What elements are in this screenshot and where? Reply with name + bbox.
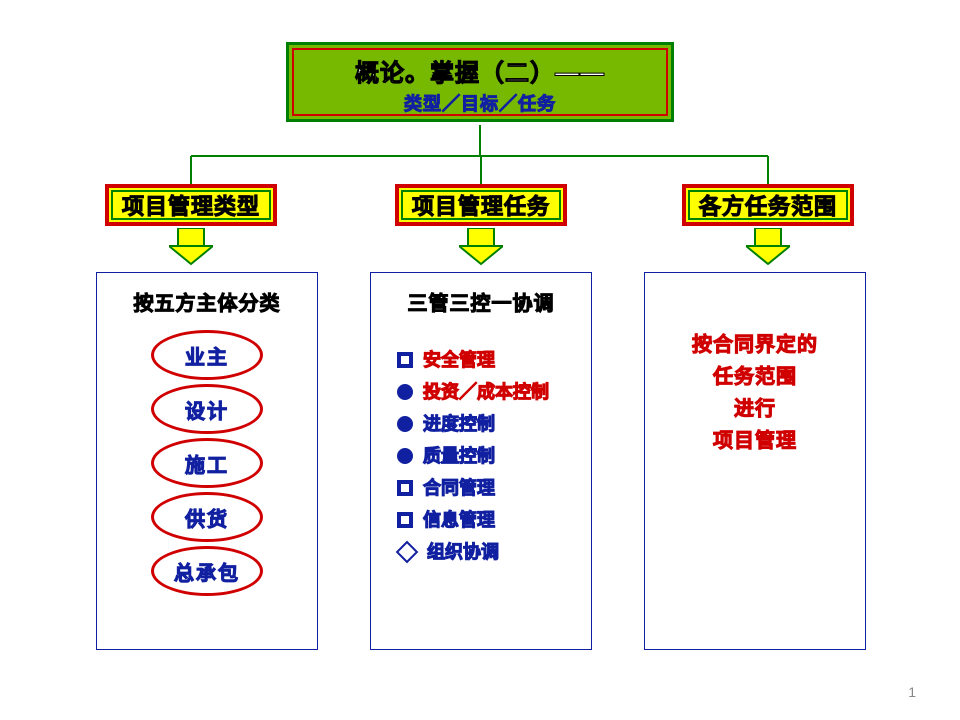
panel1-item-5: 总承包 bbox=[151, 546, 263, 596]
panel1-title: 按五方主体分类 bbox=[97, 287, 317, 316]
panel2-item-3: 进度控制 bbox=[397, 408, 591, 440]
panel2-list: 安全管理 投资／成本控制 进度控制 质量控制 合同管理 信息管理 组织协调 bbox=[397, 344, 591, 568]
panel1-item-3: 施工 bbox=[151, 438, 263, 488]
category-label-1: 项目管理类型 bbox=[122, 194, 260, 219]
bullet-circle-icon bbox=[397, 384, 413, 400]
panel2-item-7: 组织协调 bbox=[397, 536, 591, 568]
bullet-circle-icon bbox=[397, 416, 413, 432]
panel2-item-4: 质量控制 bbox=[397, 440, 591, 472]
category-box-1: 项目管理类型 bbox=[105, 184, 277, 226]
panel1-ellipse-stack: 业主 设计 施工 供货 总承包 bbox=[97, 330, 317, 596]
category-box-2: 项目管理任务 bbox=[395, 184, 567, 226]
bullet-square-icon bbox=[397, 480, 413, 496]
panel-1: 按五方主体分类 业主 设计 施工 供货 总承包 bbox=[96, 272, 318, 650]
down-arrow-1 bbox=[169, 228, 213, 266]
category-label-2: 项目管理任务 bbox=[412, 194, 550, 219]
bullet-diamond-icon bbox=[396, 541, 419, 564]
panel1-item-2: 设计 bbox=[151, 384, 263, 434]
panel2-item-1: 安全管理 bbox=[397, 344, 591, 376]
category-label-3: 各方任务范围 bbox=[699, 194, 837, 219]
panel2-item-6: 信息管理 bbox=[397, 504, 591, 536]
panel1-item-4: 供货 bbox=[151, 492, 263, 542]
panel2-item-2: 投资／成本控制 bbox=[397, 376, 591, 408]
panel-3: 按合同界定的 任务范围 进行 项目管理 bbox=[644, 272, 866, 650]
panel2-title: 三管三控一协调 bbox=[371, 287, 591, 316]
page-number: 1 bbox=[908, 684, 916, 700]
down-arrow-2 bbox=[459, 228, 503, 266]
panel3-text: 按合同界定的 任务范围 进行 项目管理 bbox=[645, 329, 865, 457]
category-box-3: 各方任务范围 bbox=[682, 184, 854, 226]
bullet-circle-icon bbox=[397, 448, 413, 464]
bullet-square-icon bbox=[397, 512, 413, 528]
panel1-item-1: 业主 bbox=[151, 330, 263, 380]
panel2-item-5: 合同管理 bbox=[397, 472, 591, 504]
panel-2: 三管三控一协调 安全管理 投资／成本控制 进度控制 质量控制 合同管理 信息管理 bbox=[370, 272, 592, 650]
bullet-square-icon bbox=[397, 352, 413, 368]
down-arrow-3 bbox=[746, 228, 790, 266]
